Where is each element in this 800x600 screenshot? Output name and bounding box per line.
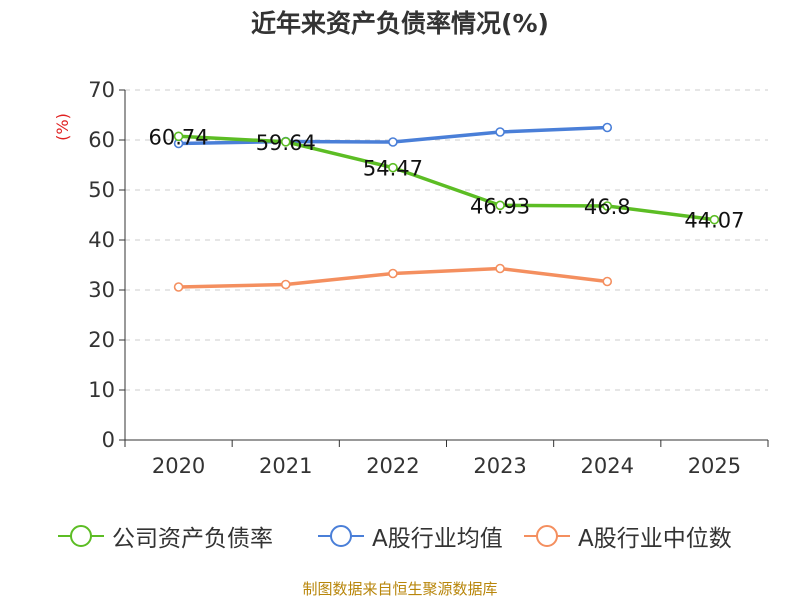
data-point-company [602,201,613,211]
source-note: 制图数据来自恒生聚源数据库 [302,580,498,598]
legend-company-symbol-icon [58,525,104,547]
data-label: 46.8 [584,195,631,219]
data-point-industry_median [602,276,613,287]
x-tick-label: 2021 [259,454,312,478]
y-tick-label: 20 [88,328,115,352]
y-tick-label: 0 [102,428,115,452]
legend-item-industry-median[interactable]: A股行业中位数 [524,521,732,552]
legend-industry-median-symbol-icon [524,525,570,547]
x-tick-label: 2023 [473,454,526,478]
data-label: 54.47 [363,157,423,181]
x-tick-label: 2022 [366,454,419,478]
legend-industry-avg-symbol-icon [318,525,364,547]
y-tick-label: 50 [88,178,115,202]
data-point-company [709,214,720,225]
data-label: 44.07 [684,209,744,233]
data-point-company [280,137,291,147]
x-tick-label: 2020 [152,454,205,478]
axes: 0 10 20 30 40 50 60 70 2020 2021 2022 2023 2024 2025 [88,78,769,478]
series [173,122,720,292]
data-label: 60.74 [149,125,209,149]
x-tick-label: 2025 [688,454,741,478]
legend-item-industry-avg[interactable]: A股行业均值 [318,521,503,552]
data-point-industry_median [280,279,291,290]
y-tick-label: 10 [88,378,115,402]
data-label: 59.64 [256,131,316,155]
data-label: 46.93 [470,194,530,218]
data-point-company [495,200,505,211]
y-tick-label: 30 [88,278,115,302]
gridlines [125,89,768,391]
legend-item-company[interactable]: 公司资产负债率 [58,521,273,552]
data-labels: 60.74 59.64 54.47 46.93 46.8 44.07 [149,125,745,232]
data-point-industry_median [495,263,505,274]
data-point-industry_avg [495,127,505,137]
legend-industry-median-label: A股行业中位数 [578,526,732,552]
data-point-company [173,131,184,142]
legend-company-label: 公司资产负债率 [112,526,273,552]
data-point-industry_avg [388,137,398,147]
data-point-company [388,162,398,173]
data-point-industry_median [173,282,184,292]
chart-title: 近年来资产负债率情况(%) [251,9,549,38]
series-line-company [178,134,715,222]
legend-industry-avg-label: A股行业均值 [372,526,503,552]
x-tick-label: 2024 [581,454,634,478]
y-tick-label: 70 [88,78,115,102]
y-axis-unit-label: (%) [53,113,72,141]
data-point-industry_avg [602,122,613,133]
data-point-industry_median [388,268,398,279]
y-tick-label: 60 [88,128,115,152]
y-tick-label: 40 [88,228,115,252]
